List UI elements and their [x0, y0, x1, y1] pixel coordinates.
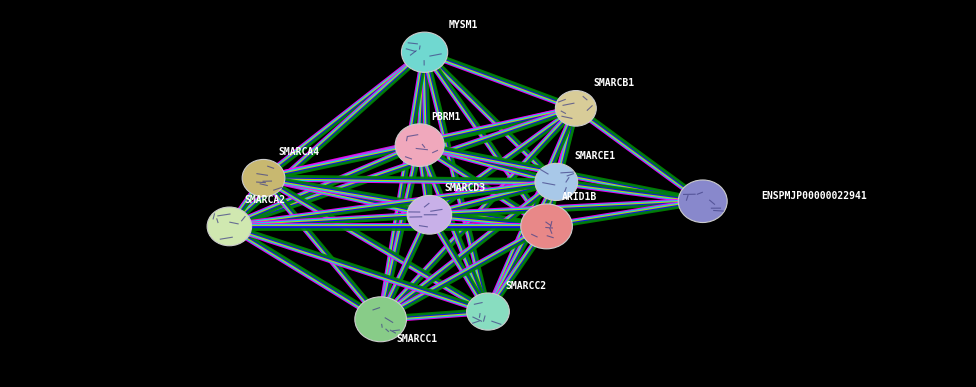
Ellipse shape: [401, 32, 448, 72]
Ellipse shape: [678, 180, 727, 223]
Ellipse shape: [555, 91, 596, 126]
Text: SMARCC1: SMARCC1: [396, 334, 437, 344]
Text: PBRM1: PBRM1: [431, 112, 461, 122]
Text: ARID1B: ARID1B: [562, 192, 597, 202]
Ellipse shape: [242, 159, 285, 197]
Ellipse shape: [521, 204, 572, 249]
Text: ENSPMJP00000022941: ENSPMJP00000022941: [761, 191, 867, 201]
Text: SMARCA4: SMARCA4: [278, 147, 319, 157]
Ellipse shape: [535, 163, 578, 200]
Text: SMARCA2: SMARCA2: [244, 195, 285, 205]
Ellipse shape: [395, 124, 444, 166]
Ellipse shape: [467, 293, 509, 330]
Text: SMARCE1: SMARCE1: [574, 151, 615, 161]
Ellipse shape: [355, 297, 406, 342]
Text: SMARCD3: SMARCD3: [444, 183, 485, 193]
Ellipse shape: [207, 207, 252, 246]
Text: SMARCB1: SMARCB1: [593, 78, 634, 88]
Ellipse shape: [407, 195, 452, 234]
Text: SMARCC2: SMARCC2: [506, 281, 547, 291]
Text: MYSM1: MYSM1: [449, 20, 478, 30]
